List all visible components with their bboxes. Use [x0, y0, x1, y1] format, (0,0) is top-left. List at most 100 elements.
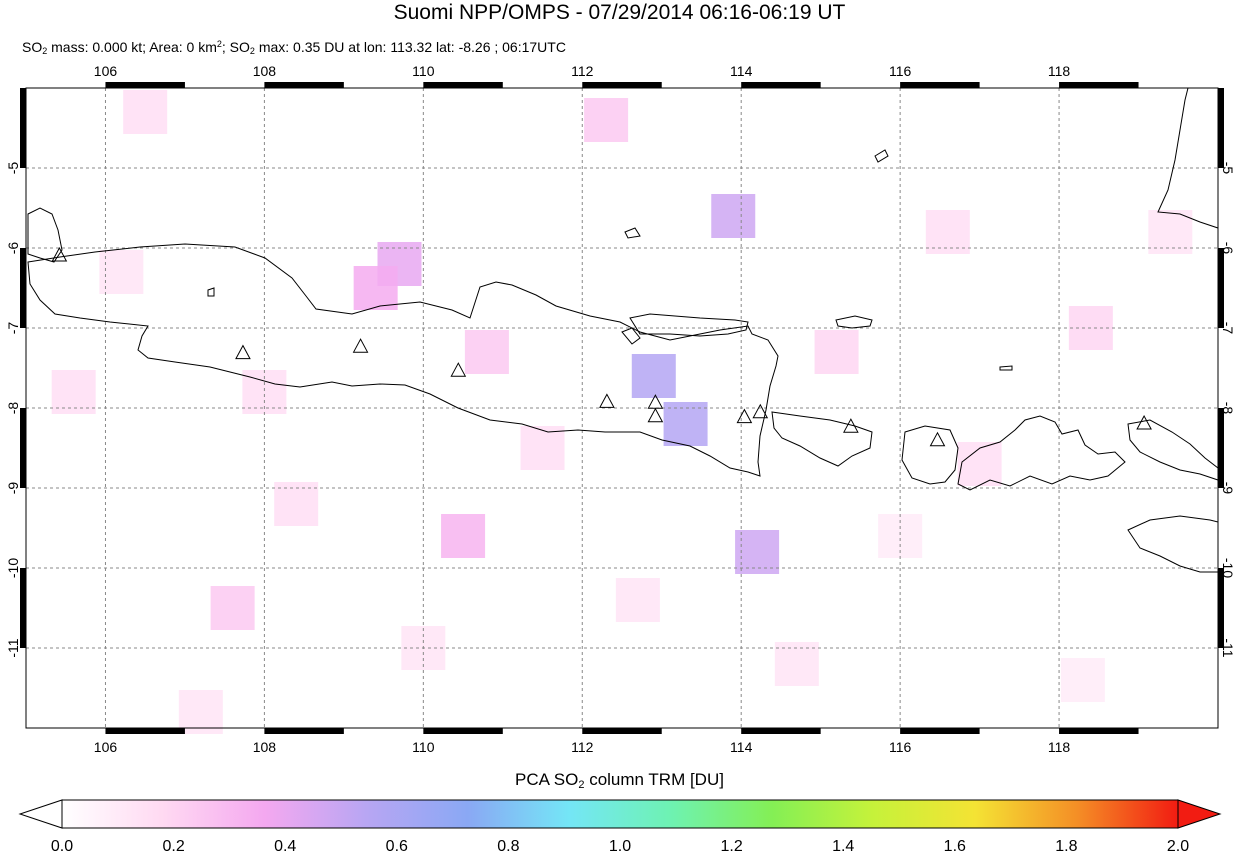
colorbar-label: 1.0	[608, 838, 632, 855]
small-island-1	[624, 227, 641, 239]
frame-bar	[20, 568, 26, 648]
frame-bar	[582, 82, 662, 88]
colorbar-label: 1.2	[720, 838, 743, 855]
so2-pixel	[274, 482, 319, 526]
lat-tick-right: -7	[1220, 322, 1236, 335]
so2-pixel	[663, 402, 708, 446]
lombok-island	[901, 425, 959, 485]
lat-tick-left: -7	[5, 322, 21, 335]
sulawesi-tip	[1157, 87, 1219, 229]
lon-tick-bottom: 118	[1048, 739, 1071, 755]
colorbar-label: 2.0	[1166, 838, 1190, 855]
frame-bar	[1059, 728, 1139, 734]
so2-pixel	[957, 442, 1002, 486]
lon-tick-bottom: 108	[253, 739, 277, 755]
colorbar-label: 0.2	[162, 838, 185, 855]
so2-pixel	[584, 98, 629, 142]
volcano-triangle-icon	[599, 393, 615, 408]
map-title: Suomi NPP/OMPS - 07/29/2014 06:16-06:19 …	[393, 1, 846, 24]
lat-tick-left: -9	[5, 482, 21, 495]
lat-tick-right: -6	[1220, 242, 1236, 255]
frame-bar	[582, 728, 662, 734]
lon-tick-top: 116	[889, 63, 912, 79]
so2-summary: SO2 mass: 0.000 kt; Area: 0 km2; SO2 max…	[22, 39, 566, 56]
volcano-triangle-icon	[1136, 414, 1152, 430]
volcano-triangle-icon	[51, 246, 68, 262]
colorbar-min-arrow	[18, 799, 63, 829]
volcano-layer	[51, 246, 1152, 447]
graticule	[26, 88, 1218, 728]
frame-bar	[105, 728, 185, 734]
frame-bar	[20, 88, 26, 168]
so2-pixel	[1060, 658, 1105, 702]
volcano-triangle-icon	[736, 408, 753, 424]
frame-bar	[1059, 82, 1139, 88]
frame-bar	[741, 82, 821, 88]
colorbar	[18, 799, 1222, 829]
so2-pixel	[735, 530, 780, 574]
java-island	[27, 243, 779, 477]
volcano-triangle-icon	[352, 338, 369, 353]
so2-pixel	[814, 330, 859, 374]
frame-bar	[900, 82, 980, 88]
coastline	[27, 87, 1219, 573]
lon-tick-top: 114	[730, 63, 753, 79]
frame-bar	[741, 728, 821, 734]
bali-island	[771, 411, 873, 467]
frame-bar	[20, 248, 26, 328]
so2-pixel	[353, 266, 398, 310]
frame-bar	[20, 408, 26, 488]
so2-pixel-layer	[51, 90, 1193, 734]
lon-tick-bottom: 112	[571, 739, 594, 755]
colorbar-title: PCA SO2 column TRM [DU]	[515, 770, 724, 791]
sumba-island	[1127, 515, 1219, 573]
volcano-triangle-icon	[450, 362, 467, 377]
colorbar-label: 0.0	[50, 838, 74, 855]
so2-pixel	[711, 194, 756, 238]
colorbar-ramp	[61, 799, 1179, 829]
lat-tick-right: -11	[1220, 638, 1236, 657]
lat-tick-left: -8	[5, 402, 21, 415]
frame-bar	[1218, 568, 1224, 648]
so2-pixel	[123, 90, 168, 134]
lon-tick-bottom: 110	[412, 739, 435, 755]
frame-bar	[423, 728, 503, 734]
lat-tick-left: -10	[5, 558, 21, 578]
small-island-4	[999, 365, 1013, 371]
lat-tick-right: -5	[1220, 162, 1236, 175]
so2-pixel	[1148, 210, 1193, 254]
volcano-triangle-icon	[843, 418, 859, 433]
lon-tick-top: 106	[94, 63, 118, 79]
frame-bar	[1218, 248, 1224, 328]
lon-tick-bottom: 106	[94, 739, 118, 755]
frame-bar	[264, 82, 344, 88]
lat-tick-left: -11	[5, 638, 21, 657]
so2-pixel	[774, 642, 819, 686]
small-island-2	[207, 287, 215, 297]
volcano-triangle-icon	[752, 403, 769, 419]
frame-bar	[105, 82, 185, 88]
colorbar-label: 0.8	[497, 838, 520, 855]
colorbar-max-arrow	[1177, 799, 1222, 829]
so2-pixel	[178, 690, 223, 734]
frame-bar	[1218, 88, 1224, 168]
lon-tick-top: 108	[253, 63, 277, 79]
madura-island	[629, 313, 749, 337]
volcano-triangle-icon	[235, 344, 251, 360]
frame-bar	[900, 728, 980, 734]
lat-tick-right: -8	[1220, 402, 1236, 415]
so2-pixel	[520, 426, 565, 470]
colorbar-label: 1.6	[943, 838, 966, 855]
lat-tick-left: -5	[5, 162, 21, 175]
lon-tick-top: 112	[571, 63, 594, 79]
map-frame	[20, 82, 1224, 734]
small-island-5	[874, 149, 889, 163]
so2-pixel	[210, 586, 255, 630]
volcano-triangle-icon	[647, 407, 664, 423]
so2-pixel	[615, 578, 660, 622]
lat-tick-right: -9	[1220, 482, 1236, 495]
colorbar-label: 1.4	[832, 838, 855, 855]
so2-pixel	[464, 330, 509, 374]
colorbar-label: 0.6	[385, 838, 408, 855]
